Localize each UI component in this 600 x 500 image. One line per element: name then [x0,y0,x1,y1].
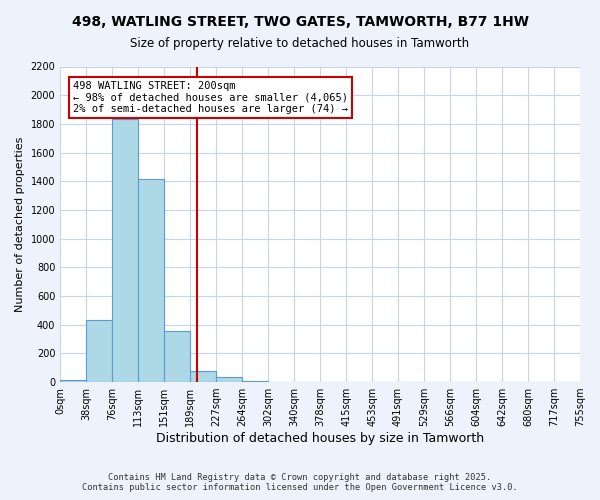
Bar [60,380,86,382]
Text: Contains HM Land Registry data © Crown copyright and database right 2025.
Contai: Contains HM Land Registry data © Crown c… [82,473,518,492]
Bar [112,119,138,382]
Text: 498, WATLING STREET, TWO GATES, TAMWORTH, B77 1HW: 498, WATLING STREET, TWO GATES, TAMWORTH… [71,15,529,29]
Bar [190,370,216,382]
Y-axis label: Number of detached properties: Number of detached properties [15,136,25,312]
X-axis label: Distribution of detached houses by size in Tamworth: Distribution of detached houses by size … [156,432,484,445]
Bar [164,331,190,382]
Bar [138,179,164,382]
Bar [216,377,242,382]
Bar [86,320,112,382]
Text: 498 WATLING STREET: 200sqm
← 98% of detached houses are smaller (4,065)
2% of se: 498 WATLING STREET: 200sqm ← 98% of deta… [73,81,348,114]
Text: Size of property relative to detached houses in Tamworth: Size of property relative to detached ho… [130,38,470,51]
